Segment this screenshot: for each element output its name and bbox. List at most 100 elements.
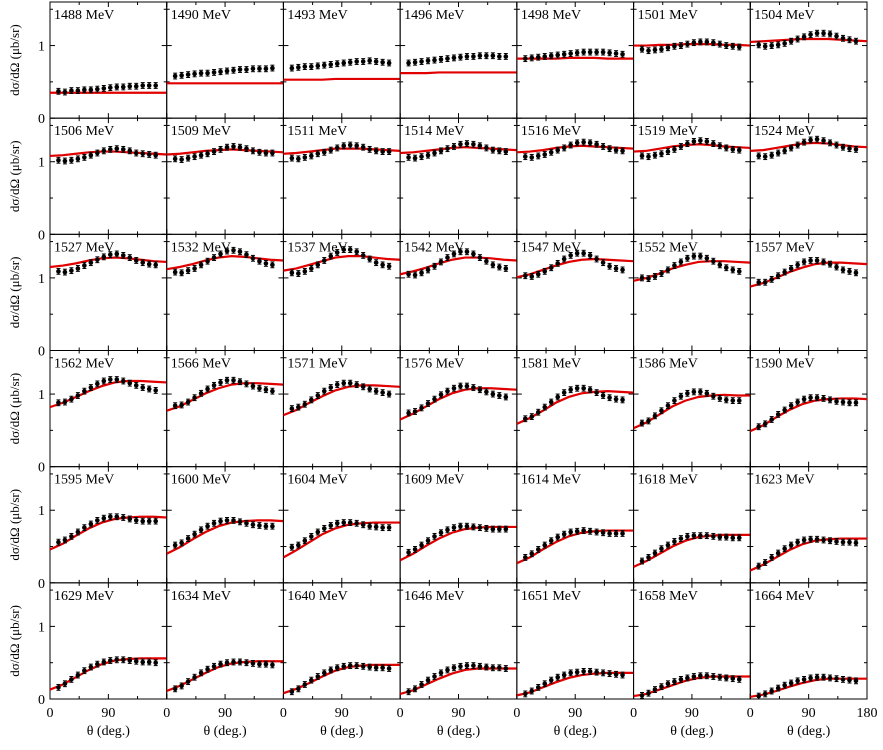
data-point [821, 537, 826, 543]
data-point [795, 36, 800, 42]
data-point [250, 522, 256, 528]
data-point [153, 660, 158, 665]
x-tick-label: 90 [685, 706, 699, 721]
data-point [678, 677, 684, 682]
data-point [432, 263, 437, 269]
panel: 1590 MeV [749, 350, 868, 468]
data-point [795, 142, 800, 148]
data-point [69, 157, 74, 163]
data-point [309, 153, 314, 159]
data-point [529, 414, 535, 419]
data-point [192, 674, 197, 680]
data-point [814, 136, 820, 142]
data-point [730, 398, 736, 403]
data-point [542, 54, 548, 59]
data-point [704, 255, 710, 261]
data-point [101, 515, 107, 521]
data-point [360, 664, 366, 669]
data-point [497, 54, 502, 59]
panel: 1524 MeV [749, 117, 868, 235]
data-point [56, 400, 61, 406]
data-point [172, 73, 178, 79]
data-point [289, 406, 295, 411]
data-point [179, 73, 184, 78]
data-point [438, 670, 444, 676]
data-point [685, 141, 690, 146]
data-point [587, 140, 593, 146]
data-point [224, 144, 230, 150]
data-point [808, 32, 813, 37]
panel-title: 1511 MeV [287, 124, 347, 139]
panel: 1595 MeV [49, 466, 168, 584]
fit-curve [633, 43, 751, 47]
panel-title: 1493 MeV [287, 8, 347, 23]
data-point [795, 262, 800, 268]
data-point [535, 271, 541, 277]
data-point [120, 253, 126, 258]
data-point [561, 256, 567, 262]
data-point [133, 658, 139, 664]
data-point [62, 399, 68, 405]
y-tick-label: 1 [38, 620, 45, 635]
data-point [360, 522, 366, 528]
data-point [613, 51, 619, 56]
data-point [607, 146, 612, 151]
data-point [425, 152, 431, 158]
panel: 1614 MeV [516, 466, 635, 584]
data-point [360, 144, 366, 150]
data-point [594, 142, 599, 147]
data-point [321, 62, 327, 68]
data-point [321, 149, 327, 155]
data-point [321, 670, 327, 676]
data-point [756, 42, 762, 48]
panel-title: 1490 MeV [171, 8, 231, 23]
panel: 1511 MeV [282, 117, 401, 235]
data-point [270, 65, 275, 71]
data-point [88, 152, 94, 158]
data-point [814, 258, 820, 263]
panel: 1496 MeV [399, 1, 518, 119]
data-point [840, 399, 846, 405]
data-point [140, 518, 146, 524]
data-point [711, 141, 716, 146]
data-point [75, 529, 81, 535]
data-point [834, 142, 839, 148]
data-point [302, 64, 308, 69]
data-point [432, 57, 437, 63]
data-point [432, 674, 437, 679]
data-point [406, 155, 411, 160]
data-point [736, 44, 742, 50]
data-point [231, 67, 236, 73]
data-point [315, 393, 321, 398]
data-point [522, 154, 528, 159]
data-point [795, 678, 800, 684]
panel-title: 1532 MeV [171, 240, 231, 255]
data-point [678, 393, 684, 399]
data-point [380, 262, 385, 268]
data-point [769, 152, 774, 158]
data-point [179, 683, 184, 689]
data-point [555, 52, 561, 58]
data-point [788, 680, 794, 686]
data-point [775, 42, 781, 48]
data-point [237, 144, 243, 150]
data-point [367, 58, 372, 64]
data-point [120, 378, 126, 384]
data-point [801, 396, 807, 402]
data-point [834, 33, 839, 39]
data-point [477, 53, 483, 59]
data-point [334, 665, 340, 671]
data-point [451, 251, 457, 257]
data-point [244, 67, 249, 72]
y-axis-label: dσ/dΩ (μb/sr) [7, 373, 22, 445]
data-point [497, 148, 502, 154]
data-point [425, 401, 431, 406]
data-point [594, 390, 599, 395]
data-point [613, 396, 619, 402]
data-point [581, 139, 586, 145]
y-tick-label: 1 [38, 388, 45, 403]
data-point [101, 254, 107, 260]
data-point [782, 148, 787, 154]
panel: 1542 MeV [399, 233, 518, 351]
data-point [581, 528, 586, 533]
